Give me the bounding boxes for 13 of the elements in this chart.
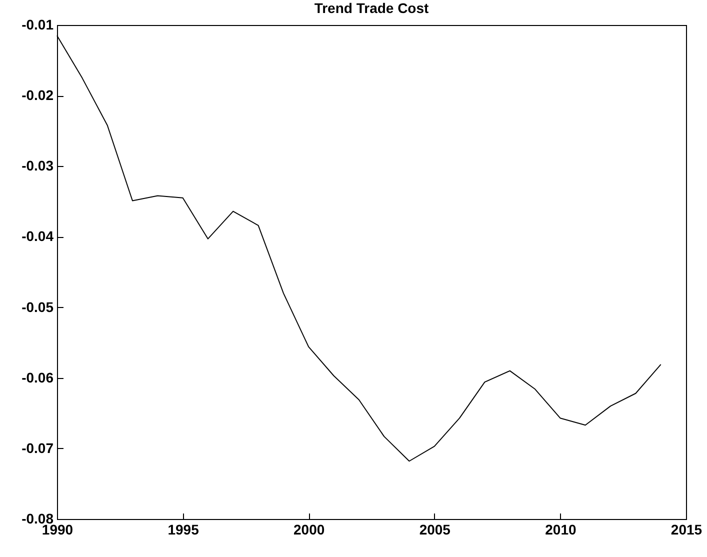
chart-title: Trend Trade Cost [314, 0, 430, 16]
y-tick-label: -0.06 [22, 369, 54, 386]
x-tick-label: 1995 [168, 522, 200, 538]
y-tick-label: -0.05 [22, 298, 54, 315]
x-tick-label: 2010 [545, 522, 576, 538]
y-tick-label: -0.01 [22, 16, 54, 32]
x-tick-label: 2015 [670, 522, 702, 538]
y-tick-label: -0.02 [22, 87, 54, 104]
x-tick-label: 2005 [419, 522, 451, 538]
y-tick-label: -0.03 [22, 158, 54, 174]
y-tick-label: -0.04 [22, 228, 54, 244]
x-tick-label: 2000 [294, 522, 325, 538]
y-tick-label: -0.07 [22, 440, 54, 456]
